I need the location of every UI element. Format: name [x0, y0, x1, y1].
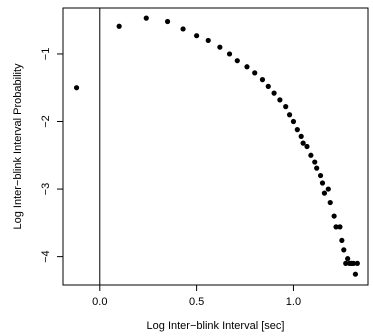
data-point	[259, 77, 266, 83]
y-axis-ticks: −1 −2 −3 −4	[40, 48, 63, 263]
data-point	[265, 83, 271, 89]
data-point	[294, 127, 300, 133]
data-point	[205, 37, 211, 44]
data-points	[73, 15, 360, 277]
data-point	[217, 44, 223, 50]
data-point	[290, 118, 297, 125]
data-point	[325, 186, 331, 192]
y-tick-label: −1	[40, 48, 52, 61]
data-point	[312, 159, 318, 165]
data-point	[333, 224, 339, 230]
data-point	[350, 260, 357, 266]
plot-frame	[62, 7, 369, 286]
data-point	[234, 58, 240, 64]
data-point	[194, 33, 200, 39]
data-point	[277, 97, 283, 103]
x-axis-ticks: 0.0 0.5 1.0	[92, 285, 301, 308]
data-point	[331, 213, 337, 219]
x-tick-label: 1.0	[286, 296, 301, 308]
data-point	[298, 133, 304, 139]
data-point	[319, 180, 326, 186]
y-tick-label: −4	[40, 250, 52, 263]
data-point	[314, 165, 320, 171]
data-point	[352, 271, 359, 277]
x-axis-label: Log Inter−blink Interval [sec]	[147, 320, 285, 332]
data-point	[180, 26, 186, 32]
data-point	[341, 247, 347, 253]
x-tick-label: 0.5	[189, 296, 204, 308]
data-point	[321, 190, 328, 196]
data-point	[164, 18, 171, 25]
data-point	[143, 15, 149, 21]
y-tick-label: −2	[40, 115, 52, 128]
data-point	[283, 104, 289, 110]
data-point	[73, 85, 80, 91]
data-point	[304, 143, 310, 150]
data-point	[337, 224, 343, 230]
data-point	[244, 64, 250, 70]
data-point	[286, 112, 293, 118]
data-point	[354, 260, 360, 266]
data-point	[116, 23, 122, 29]
data-point	[308, 152, 314, 158]
data-point	[339, 237, 345, 244]
data-point	[345, 256, 351, 262]
data-point	[300, 140, 306, 146]
y-tick-label: −3	[40, 183, 52, 196]
data-point	[343, 260, 349, 266]
y-axis-label: Log Inter−blink Interval Probability	[12, 63, 24, 230]
data-point	[271, 90, 277, 96]
data-point	[252, 70, 258, 76]
x-tick-label: 0.0	[92, 296, 107, 308]
data-point	[226, 51, 233, 57]
data-point	[317, 172, 324, 179]
data-point	[327, 199, 333, 206]
